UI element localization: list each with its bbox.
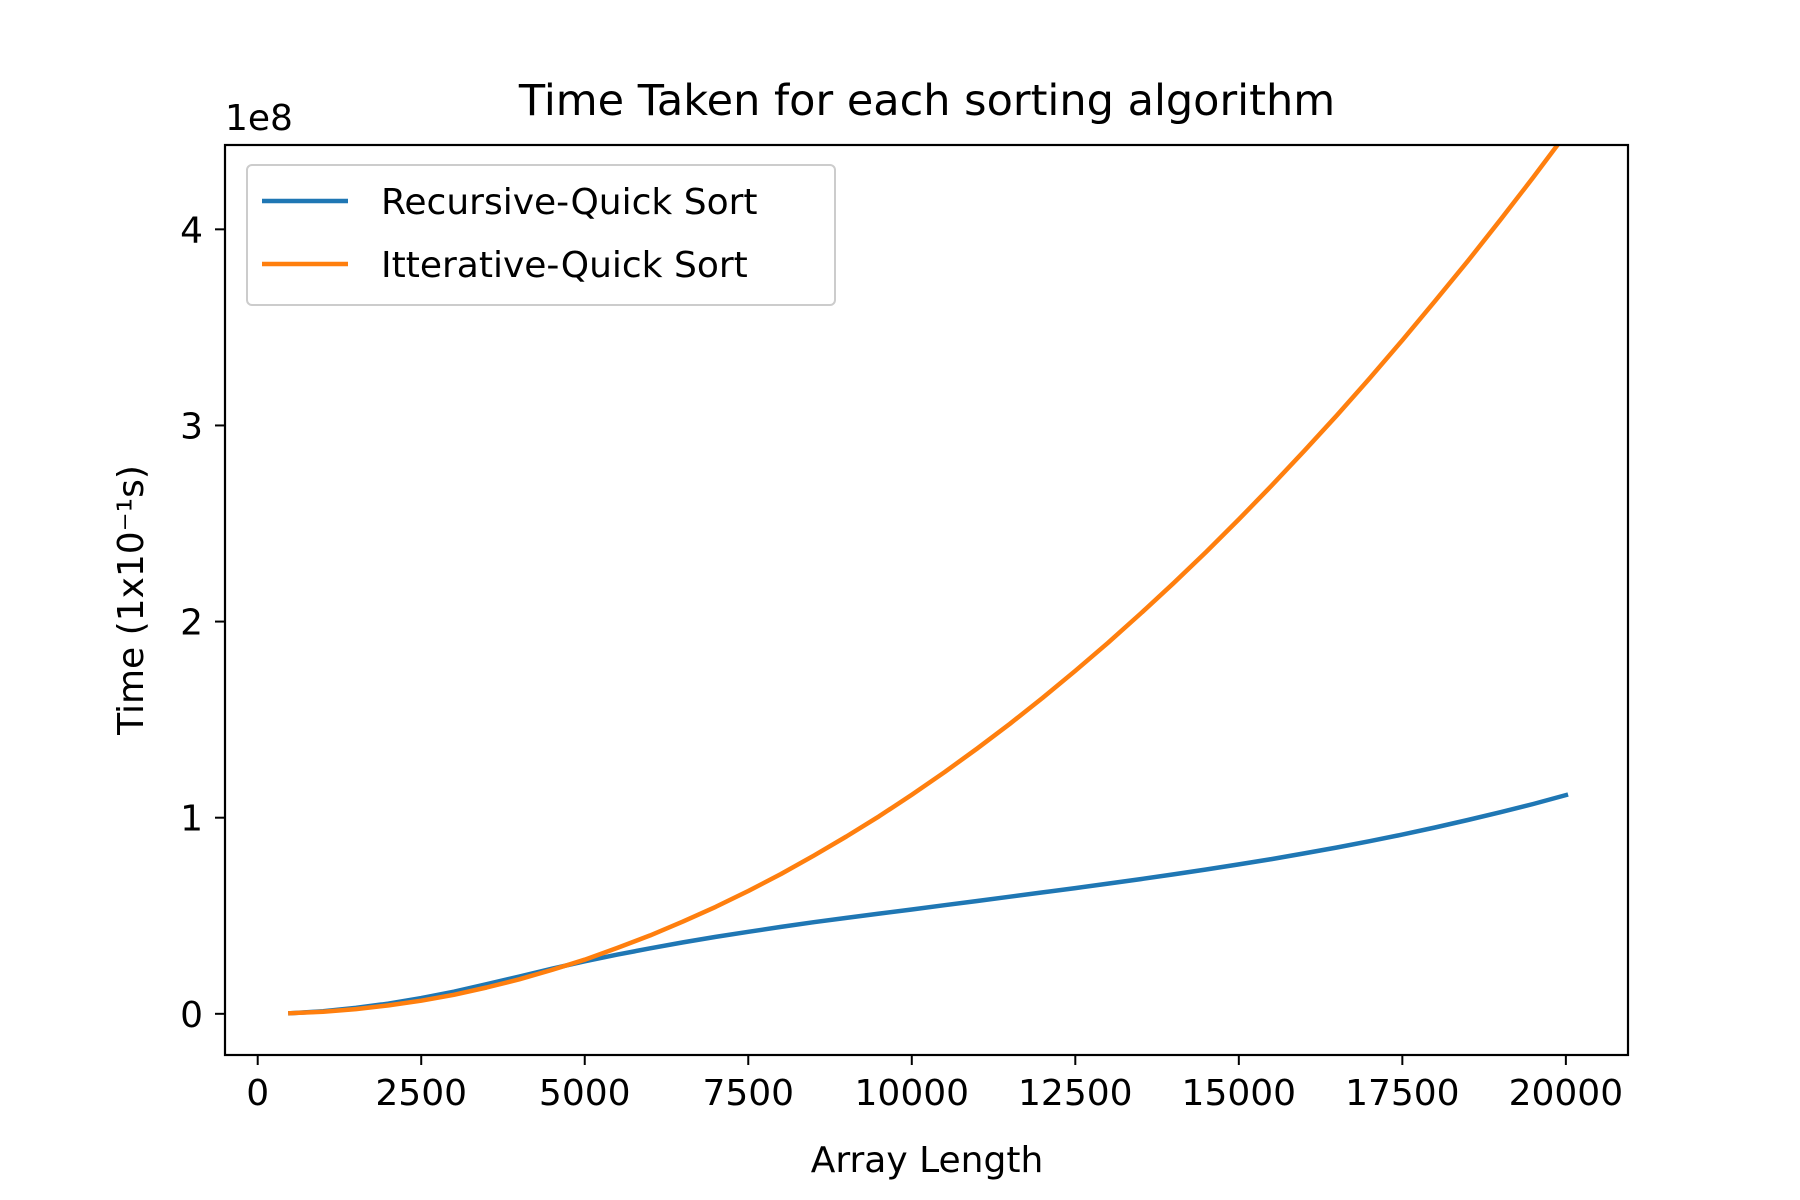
x-tick-label: 15000 bbox=[1182, 1073, 1297, 1114]
x-tick-label: 2500 bbox=[375, 1073, 467, 1114]
y-tick-label: 4 bbox=[180, 210, 203, 251]
y-tick-label: 0 bbox=[180, 995, 203, 1036]
x-tick-label: 5000 bbox=[539, 1073, 631, 1114]
x-axis-ticks: 0 2500 5000 7500 10000 12500 15000 17500 20000 bbox=[246, 1055, 1623, 1114]
series-line-recursive bbox=[288, 792, 1569, 1016]
y-offset-label: 1e8 bbox=[225, 98, 293, 139]
series-lines bbox=[288, 145, 1569, 1016]
legend: Recursive-Quick Sort Itterative-Quick So… bbox=[246, 164, 836, 306]
x-tick-label: 17500 bbox=[1345, 1073, 1460, 1114]
legend-box bbox=[246, 164, 836, 306]
x-tick-label: 20000 bbox=[1509, 1073, 1624, 1114]
x-tick-label: 7500 bbox=[702, 1073, 794, 1114]
plot-area-frame bbox=[223, 143, 1630, 1057]
x-axis-label: Array Length bbox=[811, 1140, 1044, 1181]
x-tick-label: 0 bbox=[246, 1073, 269, 1114]
legend-label-iterative: Itterative-Quick Sort bbox=[381, 245, 748, 286]
x-tick-label: 10000 bbox=[855, 1073, 970, 1114]
y-tick-label: 2 bbox=[180, 603, 203, 644]
chart-title: Time Taken for each sorting algorithm bbox=[518, 76, 1335, 126]
y-axis-label: Time (1x10⁻¹s) bbox=[111, 465, 152, 736]
x-tick-label: 12500 bbox=[1018, 1073, 1133, 1114]
y-tick-label: 1 bbox=[180, 799, 203, 840]
legend-label-recursive: Recursive-Quick Sort bbox=[381, 182, 758, 223]
y-axis-ticks: 0 1 2 3 4 bbox=[180, 210, 225, 1036]
y-tick-label: 3 bbox=[180, 406, 203, 447]
series-line-iterative bbox=[288, 145, 1561, 1016]
